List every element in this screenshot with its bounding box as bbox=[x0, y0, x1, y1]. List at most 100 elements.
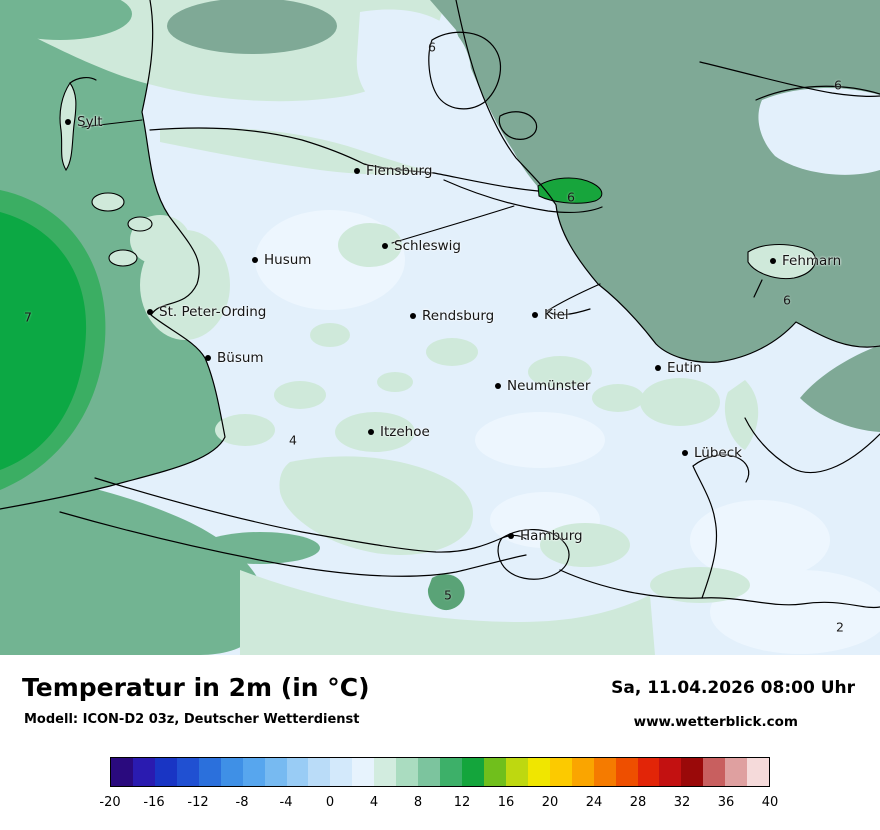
colorbar-tick: 16 bbox=[497, 795, 515, 810]
kiel-fjord bbox=[546, 283, 601, 316]
city-marker-flensburg: Flensburg bbox=[354, 163, 432, 179]
baltic-coastline bbox=[455, 0, 880, 363]
map-svg bbox=[0, 0, 880, 655]
colorbar-segment bbox=[440, 758, 462, 786]
city-dot-icon bbox=[147, 309, 153, 315]
colorbar-segment bbox=[703, 758, 726, 786]
colorbar-segment bbox=[396, 758, 419, 786]
city-marker-kiel: Kiel bbox=[532, 307, 569, 323]
colorbar-tick: -8 bbox=[235, 795, 249, 810]
caption-panel: Temperatur in 2m (in °C) Modell: ICON-D2… bbox=[0, 655, 880, 830]
denmark-border bbox=[149, 127, 435, 174]
colorbar-segment bbox=[308, 758, 331, 786]
sylt-causeway bbox=[81, 119, 143, 128]
city-marker-itzehoe: Itzehoe bbox=[368, 424, 430, 440]
city-label: Neumünster bbox=[507, 378, 591, 394]
cool-patch-top-center bbox=[356, 9, 471, 120]
colorbar-tick: 8 bbox=[413, 795, 423, 810]
website-label: www.wetterblick.com bbox=[633, 714, 798, 730]
colorbar-segment bbox=[220, 758, 243, 786]
colorbar-segment bbox=[154, 758, 177, 786]
colorbar-segment bbox=[198, 758, 221, 786]
city-label: Eutin bbox=[667, 360, 702, 376]
city-marker-husum: Husum bbox=[252, 252, 311, 268]
top-center-sage-patch bbox=[167, 0, 337, 54]
city-label: Flensburg bbox=[366, 163, 433, 179]
temp-value-label: 5 bbox=[444, 587, 452, 603]
colorbar-segment bbox=[111, 758, 133, 786]
colorbar-segment bbox=[505, 758, 528, 786]
colorbar-segment bbox=[264, 758, 287, 786]
colorbar-segment bbox=[725, 758, 748, 786]
coastlines-and-borders bbox=[0, 0, 880, 609]
colorbar-tick: -16 bbox=[143, 795, 165, 810]
danish-island-outline bbox=[428, 31, 501, 110]
colorbar-segment bbox=[330, 758, 353, 786]
city-marker-schleswig: Schleswig bbox=[382, 238, 461, 254]
city-marker-neumuenster: Neumünster bbox=[495, 378, 590, 394]
city-dot-icon bbox=[205, 355, 211, 361]
elbe-south-bank bbox=[59, 511, 527, 577]
city-dot-icon bbox=[655, 365, 661, 371]
city-dot-icon bbox=[368, 429, 374, 435]
luebeck-bay-region bbox=[800, 345, 880, 432]
colorbar-tick: 20 bbox=[541, 795, 559, 810]
mild-green-patches bbox=[130, 127, 759, 655]
hamburg-boundary bbox=[497, 529, 570, 580]
fehmarn-island bbox=[747, 244, 817, 280]
city-label: Schleswig bbox=[394, 238, 461, 254]
city-label: Büsum bbox=[217, 350, 264, 366]
colorbar-tick: 4 bbox=[369, 795, 379, 810]
temperature-map: Sylt Flensburg Husum Schleswig St. Peter… bbox=[0, 0, 880, 655]
colorbar-segment bbox=[527, 758, 550, 786]
city-dot-icon bbox=[252, 257, 258, 263]
city-label: Fehmarn bbox=[782, 253, 842, 269]
city-dot-icon bbox=[354, 168, 360, 174]
colorbar-segment bbox=[286, 758, 309, 786]
city-dot-icon bbox=[382, 243, 388, 249]
temp-value-label: 6 bbox=[567, 189, 575, 205]
city-dot-icon bbox=[495, 383, 501, 389]
colorbar-ticks: -20 -16 -12 -8 -4 0 4 8 12 16 20 24 28 3… bbox=[0, 795, 880, 815]
colorbar-segment bbox=[483, 758, 506, 786]
islands bbox=[59, 82, 817, 280]
city-label: St. Peter-Ording bbox=[159, 304, 267, 320]
colorbar-segment bbox=[418, 758, 441, 786]
city-dot-icon bbox=[508, 533, 514, 539]
colorbar-tick: 40 bbox=[761, 795, 779, 810]
temp-value-label: 7 bbox=[24, 309, 32, 325]
colorbar-tick: -12 bbox=[187, 795, 209, 810]
city-dot-icon bbox=[770, 258, 776, 264]
city-label: Itzehoe bbox=[380, 424, 430, 440]
city-label: Sylt bbox=[77, 114, 103, 130]
sylt-island bbox=[59, 82, 77, 172]
warmest-sea-patch bbox=[0, 212, 87, 470]
city-marker-buesum: Büsum bbox=[205, 350, 264, 366]
city-marker-fehmarn: Fehmarn bbox=[770, 253, 841, 269]
forecast-datetime: Sa, 11.04.2026 08:00 Uhr bbox=[611, 678, 855, 698]
colorbar-segment bbox=[593, 758, 616, 786]
colorbar-tick: -4 bbox=[279, 795, 293, 810]
colorbar-segment bbox=[637, 758, 660, 786]
city-marker-rendsburg: Rendsburg bbox=[410, 308, 494, 324]
top-left-sea-patch bbox=[0, 0, 132, 40]
temp-value-label: 6 bbox=[428, 39, 436, 55]
colorbar-segment bbox=[615, 758, 638, 786]
colorbar-segment bbox=[352, 758, 375, 786]
east-border bbox=[692, 465, 718, 599]
colorbar-segment bbox=[681, 758, 704, 786]
colorbar-tick: 24 bbox=[585, 795, 603, 810]
city-label: Husum bbox=[264, 252, 312, 268]
city-marker-eutin: Eutin bbox=[655, 360, 702, 376]
south-border bbox=[559, 569, 880, 609]
fehmarn-bridge bbox=[753, 279, 763, 298]
city-marker-luebeck: Lübeck bbox=[682, 445, 742, 461]
city-dot-icon bbox=[410, 313, 416, 319]
colorbar-tick: 12 bbox=[453, 795, 471, 810]
colorbar-segment bbox=[747, 758, 770, 786]
model-info: Modell: ICON-D2 03z, Deutscher Wetterdie… bbox=[24, 712, 360, 727]
city-label: Lübeck bbox=[694, 445, 742, 461]
colorbar-segment bbox=[571, 758, 594, 786]
colorbar-tick: -20 bbox=[99, 795, 121, 810]
